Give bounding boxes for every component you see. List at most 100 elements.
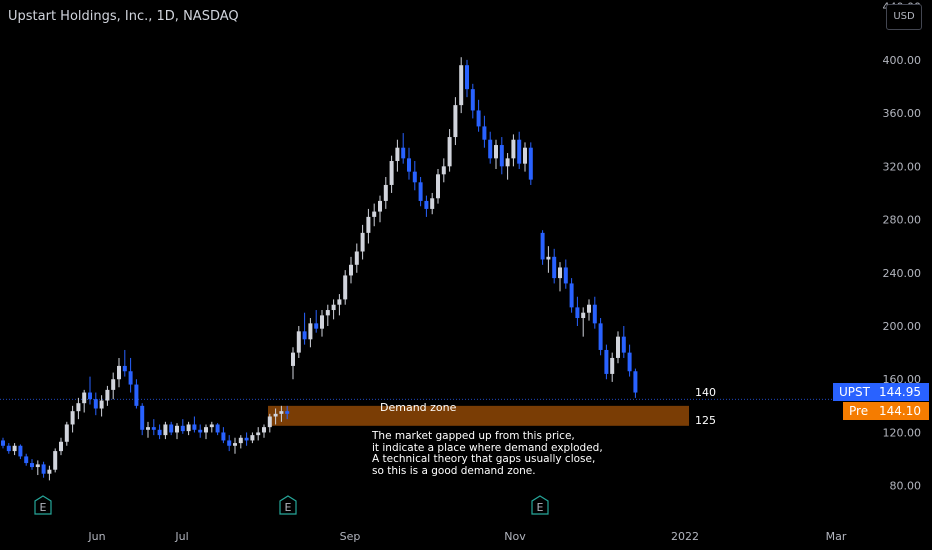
candle-body — [70, 411, 75, 425]
currency-button[interactable]: USD — [886, 4, 922, 30]
candle-body — [221, 432, 226, 441]
candle-body — [401, 147, 406, 159]
candle-body — [88, 392, 92, 400]
candle-body — [331, 304, 336, 311]
candle-body — [215, 424, 220, 433]
candle-body — [389, 161, 394, 185]
candle-body — [372, 211, 377, 217]
candle-body — [122, 365, 127, 372]
candle-body — [354, 251, 359, 265]
candle-body — [134, 384, 139, 406]
candle-body — [575, 307, 580, 319]
candle-body — [610, 357, 615, 374]
y-tick-label: 120.00 — [883, 426, 922, 439]
candle-body — [82, 392, 87, 404]
candle-body — [424, 200, 429, 209]
candle-body — [337, 299, 342, 305]
candle-body — [325, 310, 330, 316]
candle-body — [552, 256, 557, 279]
candle-body — [1, 440, 5, 446]
candle-body — [99, 400, 104, 409]
candle-body — [511, 139, 516, 159]
candle-body — [111, 379, 116, 390]
candle-body — [383, 184, 388, 201]
demand-zone-label: Demand zone — [380, 401, 457, 414]
candle-body — [447, 137, 452, 167]
last-price-symbol: UPST — [839, 385, 870, 399]
demand-zone-upper-label: 140 — [695, 386, 716, 399]
candle-body — [146, 427, 150, 430]
candle-body — [349, 264, 353, 276]
candle-body — [592, 304, 597, 324]
candle-body — [64, 424, 69, 442]
earnings-marker-label: E — [40, 501, 47, 514]
x-tick-label: Jul — [174, 530, 188, 543]
candle-body — [378, 200, 382, 212]
candle-body — [453, 105, 458, 138]
candle-body — [105, 389, 110, 401]
candle-body — [227, 440, 232, 446]
candle-body — [465, 65, 469, 90]
candle-body — [604, 349, 609, 374]
candle-body — [244, 437, 249, 441]
y-tick-label: 80.00 — [890, 480, 922, 493]
candle-body — [175, 425, 179, 433]
candle-body — [320, 315, 324, 329]
candle-body — [563, 267, 568, 284]
candle-body — [540, 232, 545, 260]
candle-body — [528, 147, 533, 180]
candle-body — [267, 416, 272, 428]
candle-body — [76, 403, 81, 412]
candle-body — [117, 365, 121, 380]
candle-body — [296, 331, 301, 353]
last-price-value: 144.95 — [879, 385, 921, 399]
candle-body — [151, 427, 156, 430]
candle-body — [412, 171, 417, 183]
earnings-marker-icon — [34, 495, 52, 515]
candle-body — [436, 174, 440, 199]
candle-body — [499, 145, 504, 167]
candle-body — [262, 427, 266, 433]
candle-body — [285, 411, 290, 414]
candle-body — [470, 89, 475, 111]
candle-body — [505, 158, 510, 167]
earnings-marker-icon — [531, 495, 549, 515]
pre-market-label: Pre — [849, 404, 869, 418]
candle-body — [6, 445, 11, 452]
demand-zone-band — [268, 405, 689, 426]
candle-body — [41, 464, 46, 474]
x-tick-label: Nov — [504, 530, 526, 543]
y-tick-label: 360.00 — [883, 107, 922, 120]
candle-body — [53, 451, 58, 470]
candle-body — [546, 256, 551, 260]
candle-body — [308, 323, 313, 340]
candle-body — [587, 304, 591, 313]
candle-body — [204, 427, 208, 433]
candle-body — [459, 65, 464, 106]
x-tick-label: 2022 — [671, 530, 699, 543]
last-price-tag: UPST 144.95 — [833, 383, 929, 401]
candle-body — [621, 336, 626, 353]
candle-body — [366, 216, 371, 233]
candle-body — [59, 441, 63, 452]
annotation-note: The market gapped up from this price, it… — [372, 430, 603, 477]
candle-body — [12, 445, 17, 452]
candle-body — [633, 371, 638, 393]
candle-body — [209, 424, 214, 428]
earnings-marker-label: E — [537, 501, 544, 514]
candle-body — [291, 352, 295, 366]
x-tick-label: Jun — [87, 530, 105, 543]
candle-body — [523, 147, 527, 164]
candle-body — [233, 443, 237, 446]
candle-body — [407, 158, 411, 172]
candle-body — [273, 413, 278, 417]
candle-body — [343, 275, 348, 300]
candle-body — [558, 267, 562, 279]
candle-body — [314, 323, 319, 329]
x-tick-label: Sep — [340, 530, 361, 543]
candle-body — [256, 432, 261, 436]
candle-body — [360, 232, 365, 252]
candle-body — [140, 405, 145, 430]
